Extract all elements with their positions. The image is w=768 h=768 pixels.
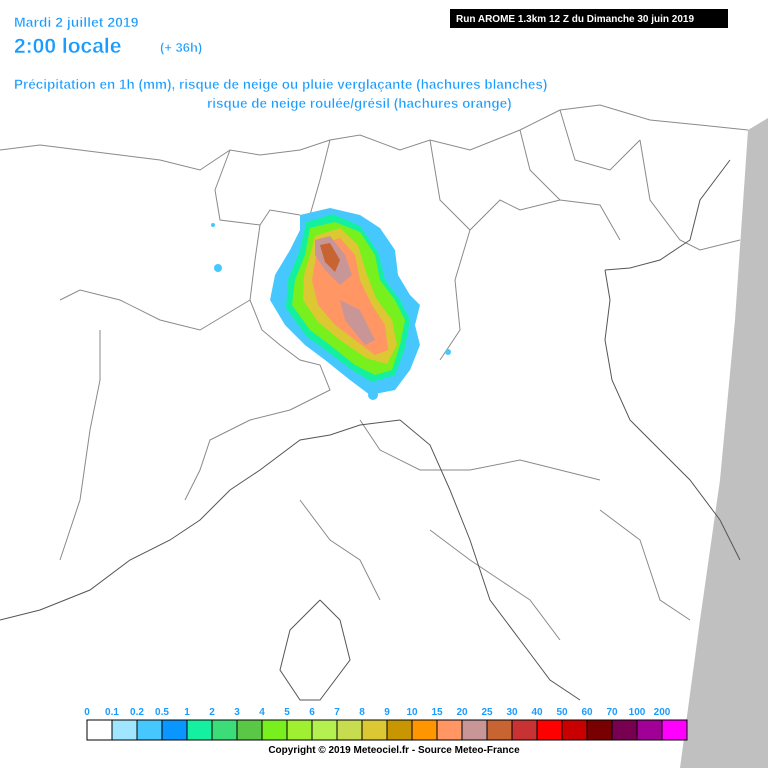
coastline (0, 159, 741, 701)
legend-swatch (111, 719, 138, 741)
legend-label: 7 (334, 707, 340, 718)
legend-swatch (411, 719, 438, 741)
date: Mardi 2 juillet 2019 (14, 14, 139, 30)
legend-swatch (386, 719, 413, 741)
legend-swatch (236, 719, 263, 741)
run-box (450, 9, 728, 28)
borders (0, 104, 749, 641)
legend-label: 1 (184, 707, 190, 718)
lead-time: (+ 36h) (160, 40, 202, 55)
legend-swatch (361, 719, 388, 741)
legend-swatch (136, 719, 163, 741)
legend-swatch (461, 719, 488, 741)
legend-swatch (511, 719, 538, 741)
legend-label: 50 (556, 707, 568, 718)
legend-swatch (311, 719, 338, 741)
legend-swatch (336, 719, 363, 741)
legend-label: 9 (384, 707, 390, 718)
local-time: 2:00 locale (14, 35, 121, 58)
subtitle: risque de neige roulée/grésil (hachures … (207, 96, 512, 111)
legend-swatch (261, 719, 288, 741)
copyright: Copyright © 2019 Meteociel.fr - Source M… (268, 745, 520, 756)
legend-swatch (211, 719, 238, 741)
legend-swatch (436, 719, 463, 741)
legend-label: 15 (431, 707, 443, 718)
legend-label: 0.2 (130, 707, 144, 718)
legend-swatch (186, 719, 213, 741)
legend-label: 30 (506, 707, 518, 718)
outside-domain (680, 118, 768, 768)
legend-label: 5 (284, 707, 290, 718)
legend-label: 20 (456, 707, 468, 718)
legend-swatch (586, 719, 613, 741)
subtitle: Précipitation en 1h (mm), risque de neig… (14, 77, 547, 92)
legend-swatch (636, 719, 663, 741)
legend-label: 6 (309, 707, 315, 718)
legend-label: 3 (234, 707, 240, 718)
legend-label: 0 (84, 707, 90, 718)
legend-label: 4 (259, 707, 265, 718)
legend-swatch (161, 719, 188, 741)
legend-label: 0.5 (155, 707, 169, 718)
legend: 0 0.1 0.2 0.5 1 2 3 4 5 6 7 8 9 10 15 20 25 30 40 50 60 70 100… (84, 707, 688, 741)
legend-label: 70 (606, 707, 618, 718)
legend-swatch (561, 719, 588, 741)
legend-swatch (86, 719, 113, 741)
legend-label: 2 (209, 707, 215, 718)
precipitation-field (211, 208, 451, 400)
legend-label: 200 (654, 707, 671, 718)
legend-label: 0.1 (105, 707, 119, 718)
legend-swatch (486, 719, 513, 741)
legend-label: 10 (406, 707, 418, 718)
legend-label: 60 (581, 707, 593, 718)
run-info: Run AROME 1.3km 12 Z du Dimanche 30 juin… (456, 14, 694, 25)
legend-label: 100 (629, 707, 646, 718)
legend-swatch (286, 719, 313, 741)
legend-swatch (536, 719, 563, 741)
legend-swatch (661, 719, 688, 741)
legend-label: 40 (531, 707, 543, 718)
legend-swatch (611, 719, 638, 741)
legend-label: 8 (359, 707, 365, 718)
legend-label: 25 (481, 707, 493, 718)
